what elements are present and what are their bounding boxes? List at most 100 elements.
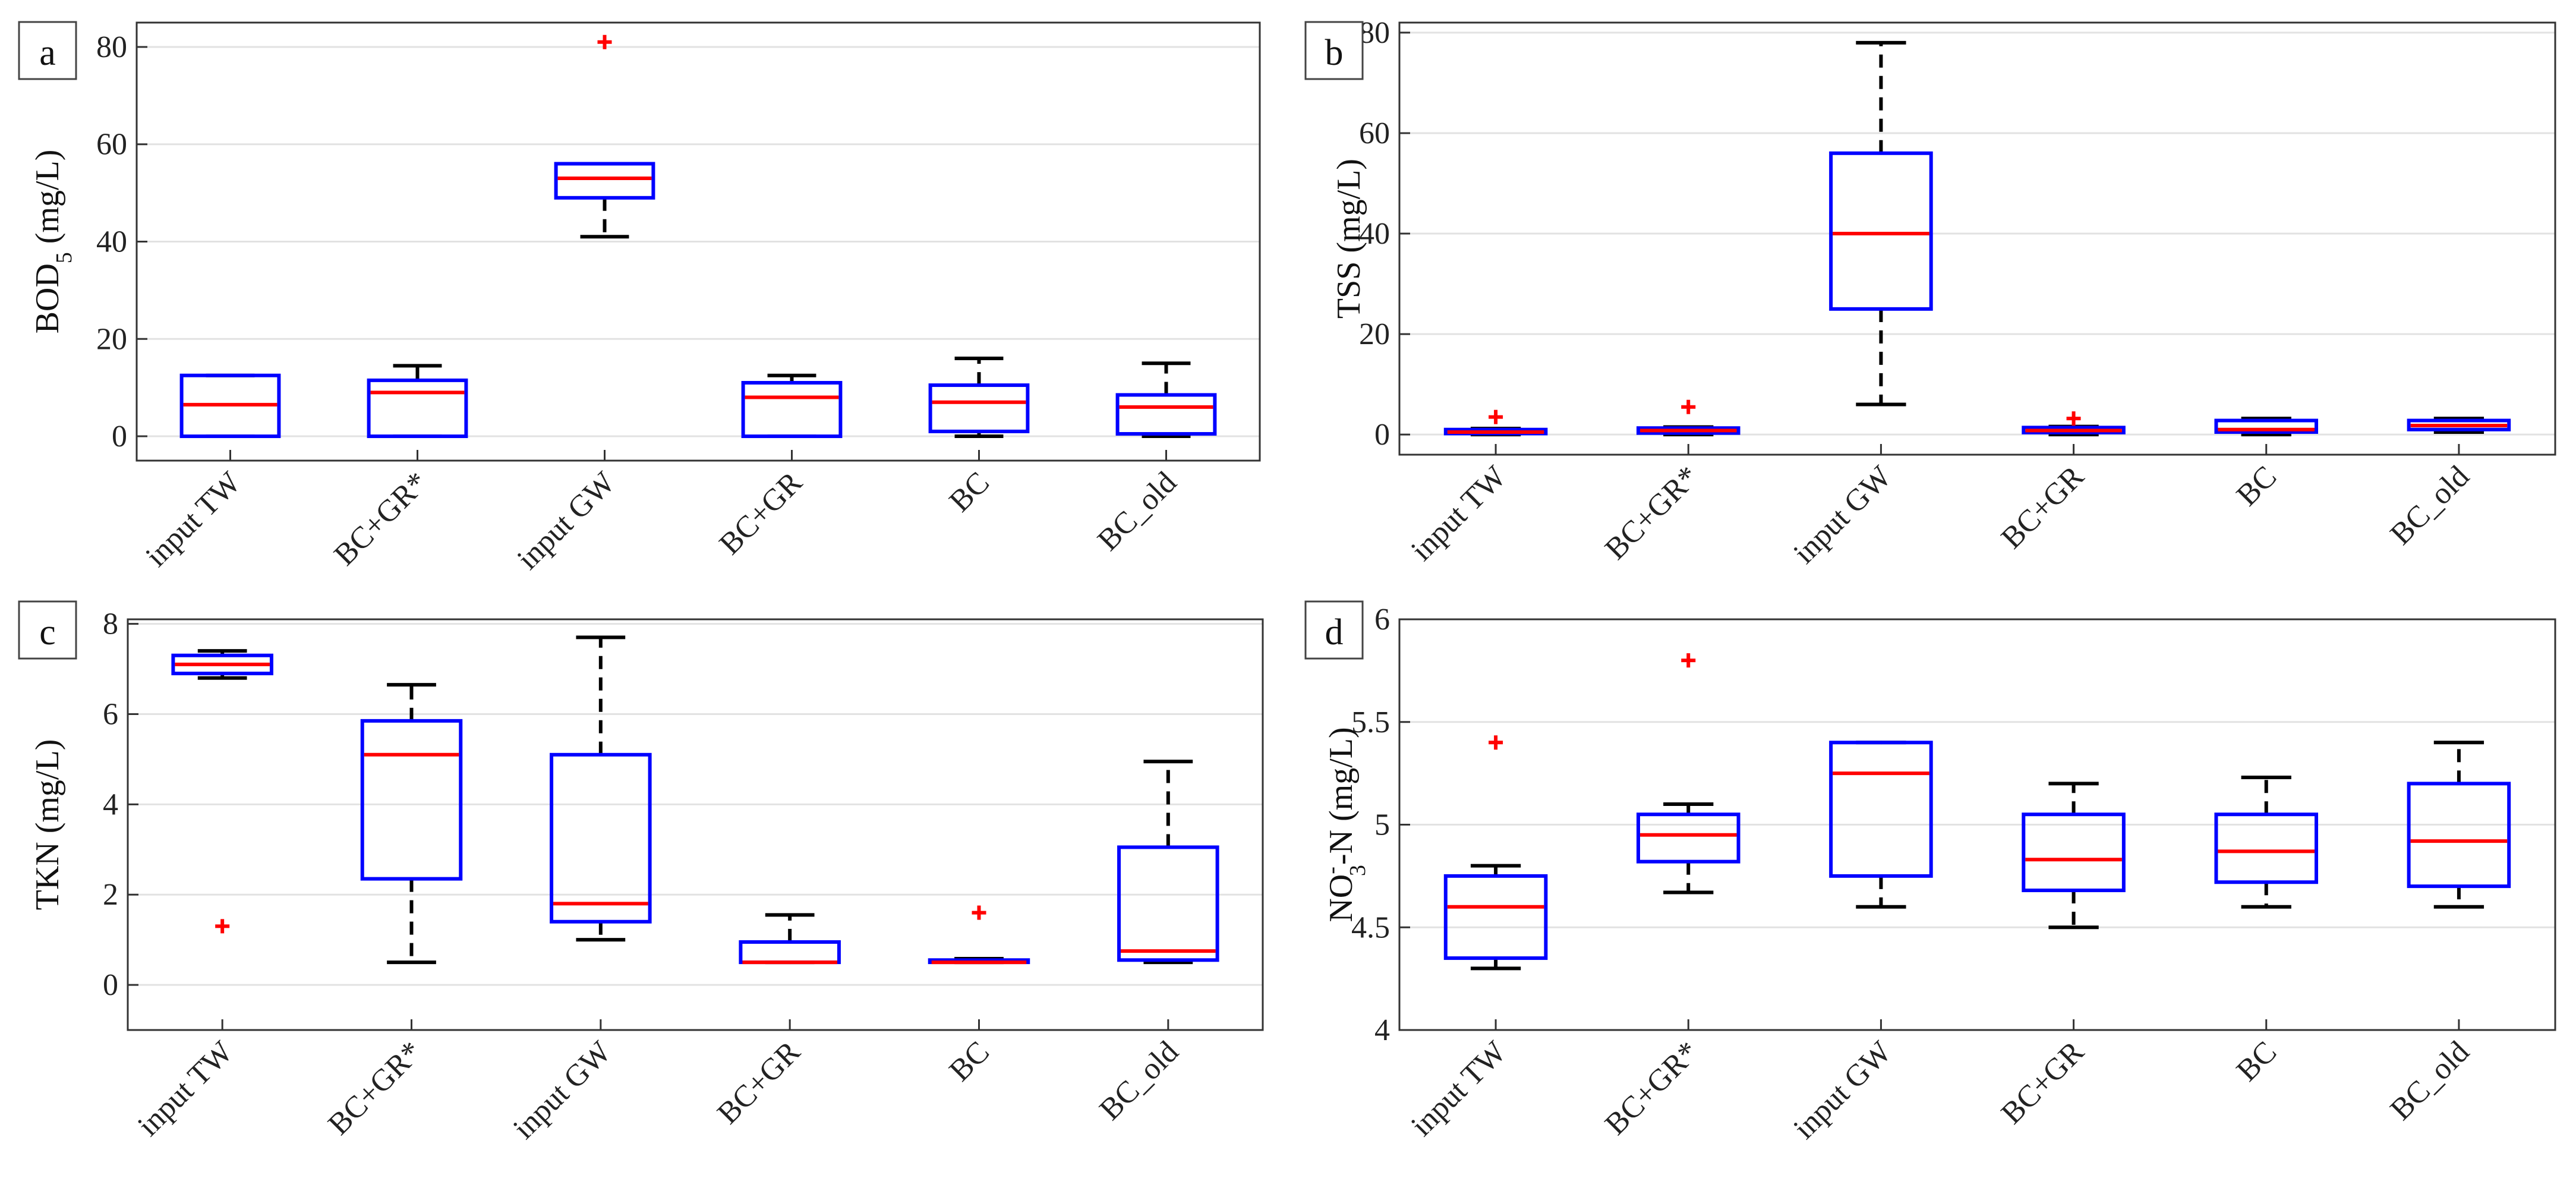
x-tick-label: input TW bbox=[1405, 1035, 1513, 1143]
y-tick-label: 60 bbox=[96, 128, 127, 162]
x-tick-label: input TW bbox=[131, 1035, 239, 1143]
box-input-gw bbox=[550, 635, 652, 942]
iqr-box bbox=[1829, 741, 1933, 878]
box-input-gw bbox=[1829, 40, 1933, 407]
outlier-marker bbox=[597, 34, 612, 49]
iqr-box bbox=[550, 752, 652, 924]
y-axis-label: NO-3-N (mg/L) bbox=[1319, 727, 1370, 922]
y-tick-label: 4 bbox=[1374, 1013, 1390, 1047]
x-tick-label: BC bbox=[943, 1035, 996, 1088]
y-axis-label-tail: (mg/L) bbox=[29, 150, 66, 253]
y-tick-label: 20 bbox=[1359, 317, 1390, 351]
y-tick-label: 0 bbox=[112, 420, 127, 453]
x-tick-label: BC+GR* bbox=[1598, 1035, 1705, 1142]
outlier-marker bbox=[215, 919, 230, 934]
y-tick-label: 6 bbox=[103, 697, 118, 731]
iqr-box bbox=[2214, 812, 2319, 884]
axes-frame bbox=[1398, 21, 2556, 456]
x-tick-label: BC+GR* bbox=[321, 1035, 428, 1142]
iqr-box bbox=[2022, 426, 2126, 434]
x-tick-label: BC+GR bbox=[713, 465, 809, 561]
y-axis-label-main: TSS (mg/L) bbox=[1330, 159, 1367, 319]
iqr-box bbox=[1443, 874, 1548, 960]
panel-letter-box: b bbox=[1304, 21, 1364, 80]
iqr-box bbox=[367, 378, 468, 439]
iqr-box bbox=[171, 653, 273, 676]
panel-letter: a bbox=[39, 33, 56, 73]
box-bc-old bbox=[2407, 417, 2511, 434]
box-bc-gr bbox=[2022, 411, 2126, 437]
y-tick-label: 5.5 bbox=[1351, 705, 1390, 739]
y-axis-label-sup: - bbox=[1319, 867, 1344, 874]
iqr-box bbox=[2407, 418, 2511, 431]
box-bc-old bbox=[1115, 361, 1217, 439]
iqr-box bbox=[739, 940, 841, 965]
outlier-marker bbox=[972, 905, 986, 920]
iqr-box bbox=[2022, 812, 2126, 893]
x-tick-label: input GW bbox=[1787, 459, 1898, 570]
box-input-gw bbox=[1829, 741, 1933, 909]
box-input-gw bbox=[554, 34, 655, 239]
iqr-box bbox=[1829, 151, 1933, 311]
x-tick-label: BC bbox=[2230, 1035, 2283, 1088]
y-tick-label: 4 bbox=[103, 788, 118, 821]
panel-letter: d bbox=[1325, 612, 1344, 653]
y-axis-label-main: NO bbox=[1323, 874, 1360, 922]
box-input-tw bbox=[1443, 410, 1548, 437]
panel-d-nitrate: 4 4.5 5 5.5 6 input TW BC+GR* input GW BC+GR BC BC… bbox=[1304, 600, 2556, 1146]
box-bc-gr bbox=[739, 913, 841, 965]
y-tick-label: 80 bbox=[1359, 16, 1390, 50]
x-tick-label: BC+GR* bbox=[1598, 459, 1705, 566]
y-tick-label: 0 bbox=[1374, 418, 1390, 452]
iqr-box bbox=[179, 373, 281, 439]
x-tick-label: BC bbox=[2230, 459, 2283, 512]
y-tick-label: 4.5 bbox=[1351, 911, 1390, 944]
box-bc bbox=[2214, 776, 2319, 909]
outlier-marker bbox=[1489, 735, 1503, 750]
y-tick-label: 0 bbox=[103, 968, 118, 1002]
x-tick-label: BC+GR bbox=[1995, 1035, 2091, 1130]
y-tick-label: 40 bbox=[96, 225, 127, 259]
y-tick-label: 60 bbox=[1359, 116, 1390, 150]
x-tick-label: BC_old bbox=[1091, 465, 1183, 557]
panel-c-tkn: 0 2 4 6 8 input TW BC+GR* input GW BC+GR BC BC_old… bbox=[18, 600, 1264, 1146]
box-bc-gr- bbox=[367, 364, 468, 439]
box-input-tw bbox=[179, 373, 281, 439]
y-tick-label: 80 bbox=[96, 30, 127, 64]
panel-b-tss: 0 20 40 60 80 input TW BC+GR* input GW BC+GR BC BC… bbox=[1304, 16, 2556, 571]
box-bc bbox=[2214, 417, 2319, 437]
y-axis-label-sub: 3 bbox=[1345, 865, 1370, 876]
panel-letter-frame bbox=[18, 600, 77, 660]
x-tick-label: BC_old bbox=[2384, 459, 2476, 552]
y-axis-label-main: BOD bbox=[29, 263, 66, 333]
y-axis-label: BOD5 (mg/L) bbox=[29, 150, 77, 334]
box-input-tw bbox=[1443, 735, 1548, 971]
box-input-tw bbox=[171, 649, 273, 934]
y-axis-label-main: TKN (mg/L) bbox=[29, 739, 66, 911]
y-axis-label-sub: 5 bbox=[52, 252, 77, 263]
box-bc-old bbox=[1117, 760, 1219, 965]
y-axis-label: TSS (mg/L) bbox=[1330, 159, 1367, 319]
outlier-marker bbox=[1681, 653, 1696, 668]
panel-a-bod5: 0 20 40 60 80 input TW BC+GR* input GW BC+GR BC BC… bbox=[18, 21, 1261, 577]
x-tick-label: input TW bbox=[139, 465, 247, 574]
outlier-marker bbox=[1489, 410, 1503, 424]
x-tick-label: BC+GR* bbox=[327, 465, 434, 572]
box-bc-gr bbox=[2022, 782, 2126, 930]
x-tick-label: input GW bbox=[1787, 1035, 1898, 1145]
box-bc bbox=[928, 357, 1030, 439]
panel-letter-box: a bbox=[18, 21, 77, 80]
x-tick-label: BC_old bbox=[2384, 1035, 2476, 1127]
outlier-marker bbox=[2066, 411, 2081, 426]
x-tick-label: input GW bbox=[507, 1035, 617, 1145]
x-tick-label: BC bbox=[943, 465, 996, 518]
y-tick-label: 6 bbox=[1374, 603, 1390, 637]
panel-letter-frame bbox=[18, 21, 77, 80]
iqr-box bbox=[1115, 393, 1217, 436]
x-tick-label: input GW bbox=[511, 465, 622, 576]
box-bc-gr bbox=[741, 373, 843, 439]
iqr-box bbox=[1117, 845, 1219, 962]
x-tick-label: BC+GR bbox=[1995, 459, 2091, 555]
x-tick-label: input TW bbox=[1405, 459, 1513, 568]
y-axis-label: TKN (mg/L) bbox=[29, 739, 66, 911]
